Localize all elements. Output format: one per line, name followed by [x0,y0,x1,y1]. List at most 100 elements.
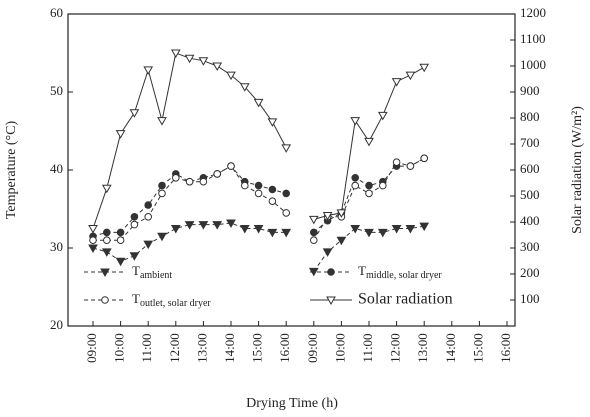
marker [226,71,236,81]
marker [184,54,195,64]
y2-tick-label: 100 [520,291,540,306]
marker [254,189,263,198]
marker [267,118,278,127]
x-tick-label: 12:00 [167,333,182,363]
marker [267,228,278,238]
legend-label: Toutlet, solar dryer [132,291,211,309]
marker [116,236,125,244]
marker [89,236,97,244]
legend-marker [326,296,336,306]
marker [310,228,318,237]
y2-axis-label: Solar radiation (W/m²) [570,106,585,234]
marker [336,209,347,218]
marker [158,181,166,190]
x-tick-label: 11:00 [139,333,154,362]
marker [198,221,209,230]
marker [144,213,152,221]
legend-subscript: ambient [140,270,172,281]
x-tick-label: 12:00 [388,333,403,363]
y-tick-label: 50 [50,83,63,98]
marker [88,244,98,254]
marker [212,62,223,72]
y2-tick-label: 1000 [520,57,546,72]
marker [365,181,373,190]
marker [350,225,361,234]
y2-tick-label: 800 [520,109,540,124]
marker [130,213,139,221]
marker [239,225,250,234]
marker [336,236,347,246]
legend-name: T [132,291,140,306]
marker [281,228,292,238]
y-tick-label: 30 [50,239,63,254]
plot-frame [67,13,516,327]
marker [322,248,333,257]
x-tick-label: 10:00 [332,333,347,363]
marker [103,236,111,244]
marker [364,137,374,147]
marker [365,189,373,198]
marker [377,111,388,121]
series-line [92,165,287,237]
marker [391,78,402,87]
marker [239,83,250,92]
x-axis-label: Drying Time (h) [246,396,338,411]
marker [420,154,429,163]
marker [130,220,139,229]
marker [103,228,111,237]
marker [405,225,416,234]
legend-marker [100,268,110,278]
marker [157,232,167,242]
y-tick-label: 40 [50,161,63,176]
y2-tick-label: 1200 [520,5,546,20]
marker [170,49,181,59]
y2-tick-label: 300 [520,239,540,254]
legend-label: Tmiddle, solar dryer [358,263,442,281]
marker [268,185,277,194]
series-line [313,225,425,272]
marker [392,158,401,166]
marker [379,181,387,190]
series-line [313,157,425,241]
x-tick-label: 14:00 [443,333,458,363]
y-tick-label: 60 [50,5,63,20]
marker [143,66,154,75]
marker [377,228,388,238]
marker [115,257,126,267]
legend-label: Tambient [132,263,172,281]
marker [129,109,140,118]
marker [88,225,98,234]
y-tick-label: 20 [50,317,63,332]
x-tick-label: 14:00 [222,333,237,363]
series-line [92,52,287,229]
x-tick-label: 15:00 [470,333,485,363]
y2-tick-label: 700 [520,135,540,150]
marker [144,201,152,209]
y2-tick-label: 200 [520,265,540,280]
x-tick-label: 10:00 [112,333,127,363]
marker [170,225,181,234]
y2-tick-label: 400 [520,213,540,228]
marker [351,181,360,190]
x-tick-label: 13:00 [194,333,209,363]
legend-subscript: outlet, solar dryer [140,298,211,309]
marker [391,225,402,234]
marker [310,236,318,244]
marker [405,71,416,81]
marker [199,177,208,186]
marker [350,117,361,126]
marker [101,248,112,257]
marker [364,228,374,238]
marker [281,144,292,153]
marker [129,252,140,261]
marker [268,197,277,205]
marker [406,162,415,170]
x-tick-label: 13:00 [415,333,430,363]
marker [419,63,430,73]
legend-name: T [358,263,366,278]
marker [253,225,264,234]
marker [282,209,291,217]
legend-name: T [132,263,140,278]
marker [254,181,263,190]
